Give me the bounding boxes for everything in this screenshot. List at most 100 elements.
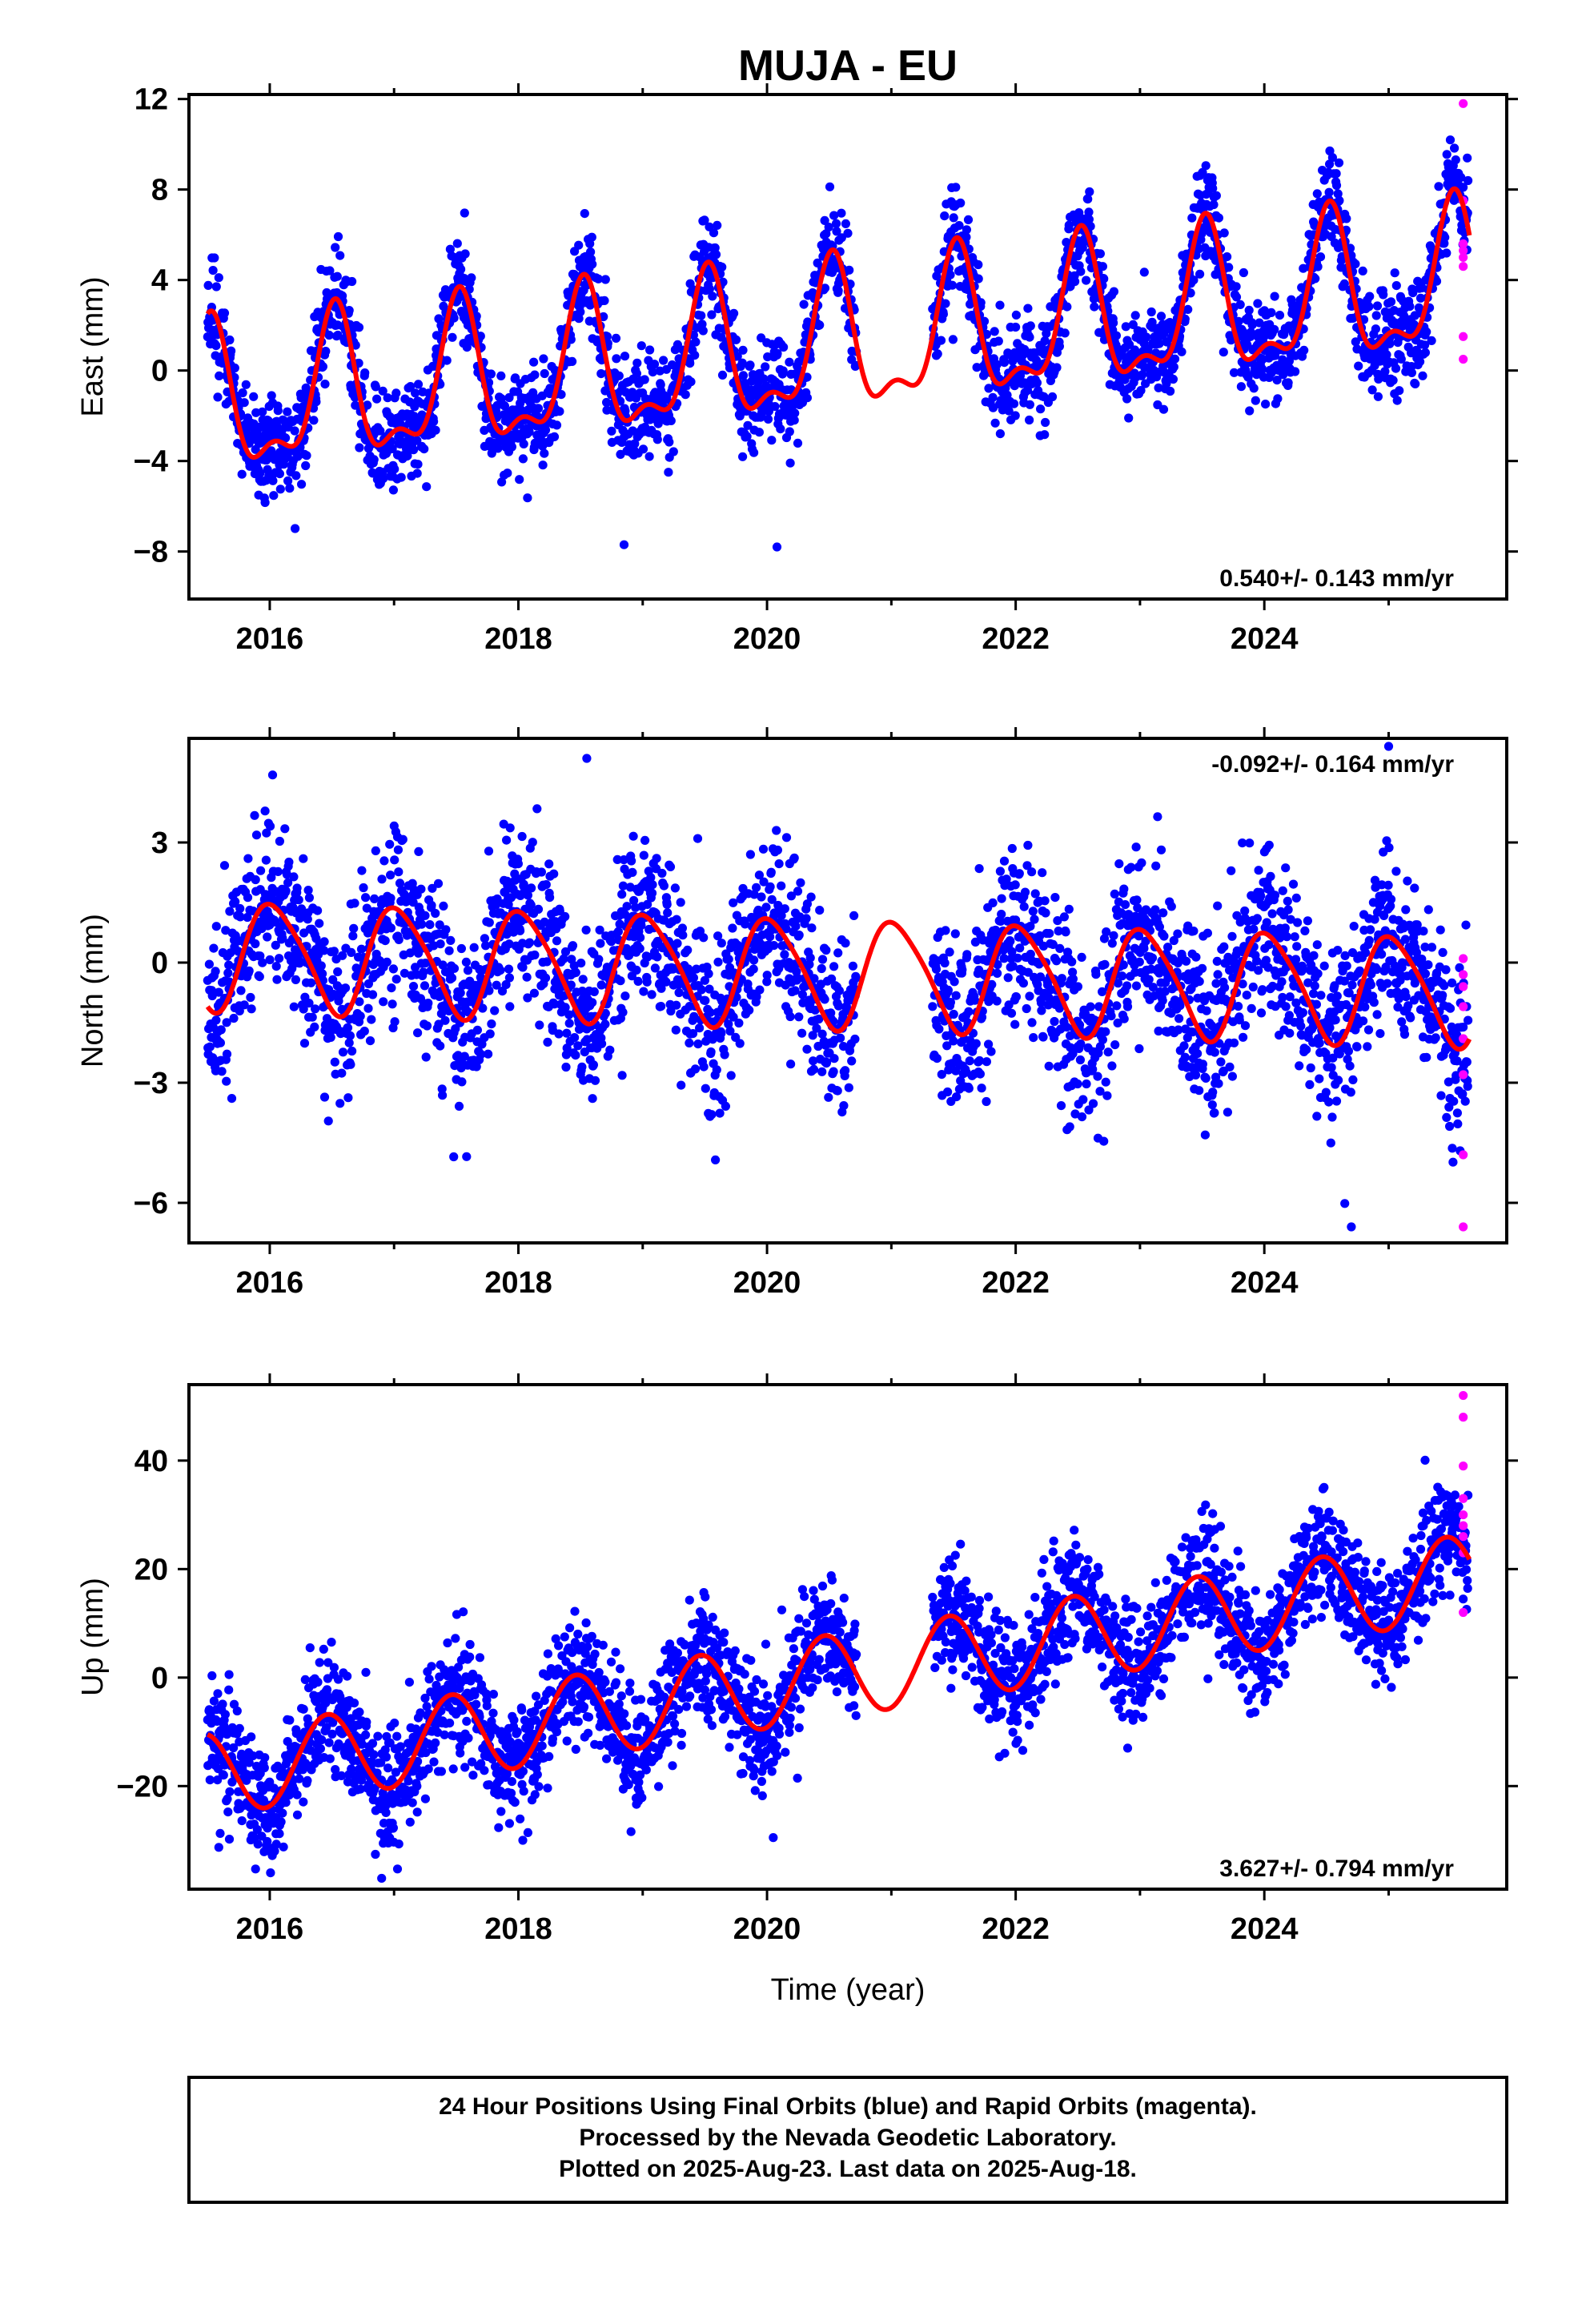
final-orbit-point	[1440, 232, 1450, 242]
final-orbit-point	[1267, 308, 1276, 317]
final-orbit-point	[369, 455, 379, 464]
final-orbit-point	[745, 360, 755, 370]
final-orbit-point	[215, 1038, 225, 1047]
final-orbit-point	[243, 893, 253, 903]
final-orbit-point	[586, 247, 596, 257]
final-orbit-point	[1420, 348, 1430, 357]
final-orbit-point	[1351, 259, 1360, 269]
final-orbit-point	[241, 426, 251, 436]
final-orbit-point	[974, 274, 983, 283]
final-orbit-point	[461, 957, 472, 967]
final-orbit-point	[700, 215, 709, 225]
final-orbit-point	[496, 966, 505, 975]
final-orbit-point	[1139, 267, 1149, 277]
final-orbit-point	[1009, 399, 1019, 408]
final-orbit-point	[693, 1039, 703, 1049]
final-orbit-point	[283, 878, 293, 887]
final-orbit-point	[408, 445, 419, 455]
final-orbit-point	[843, 228, 853, 238]
final-orbit-point	[255, 468, 265, 478]
final-orbit-point	[406, 382, 416, 392]
final-orbit-point	[222, 1076, 231, 1086]
final-orbit-point	[618, 1007, 628, 1017]
final-orbit-point	[982, 1096, 991, 1107]
final-orbit-point	[1365, 292, 1375, 301]
final-orbit-point	[484, 1049, 493, 1059]
final-orbit-point	[737, 358, 747, 368]
final-orbit-point	[686, 377, 696, 387]
final-orbit-point	[1131, 842, 1141, 852]
final-orbit-point	[278, 933, 287, 943]
final-orbit-point	[1099, 274, 1109, 283]
final-orbit-point	[780, 950, 789, 959]
final-orbit-point	[540, 425, 551, 435]
final-orbit-point	[346, 1059, 355, 1069]
final-orbit-point	[1229, 368, 1239, 377]
final-orbit-point	[963, 215, 974, 224]
final-orbit-point	[1095, 249, 1105, 259]
final-orbit-point	[1084, 207, 1094, 217]
final-orbit-point	[648, 880, 657, 890]
final-orbit-point	[1270, 292, 1279, 301]
final-orbit-point	[1124, 413, 1134, 423]
final-orbit-point	[1239, 267, 1248, 278]
final-orbit-point	[726, 1071, 736, 1080]
final-orbit-point	[311, 1004, 320, 1014]
final-orbit-point	[1007, 843, 1017, 854]
final-orbit-point	[535, 1020, 544, 1030]
final-orbit-point	[1061, 927, 1070, 937]
final-orbit-point	[1327, 153, 1337, 163]
final-orbit-point	[502, 930, 512, 939]
final-orbit-point	[665, 437, 674, 447]
final-orbit-point	[540, 973, 551, 983]
final-orbit-point	[665, 862, 676, 871]
final-orbit-point	[1010, 1019, 1020, 1029]
final-orbit-point	[236, 986, 246, 995]
final-orbit-point	[413, 1028, 423, 1038]
final-orbit-point	[697, 985, 706, 995]
final-orbit-point	[460, 1051, 469, 1061]
final-orbit-point	[1122, 981, 1132, 991]
final-orbit-point	[208, 266, 218, 275]
final-orbit-point	[1029, 1033, 1038, 1043]
final-orbit-point	[249, 392, 259, 401]
final-orbit-point	[715, 1108, 725, 1118]
final-orbit-point	[617, 1071, 627, 1080]
final-orbit-point	[318, 969, 327, 979]
final-orbit-point	[244, 966, 254, 975]
final-orbit-point	[395, 879, 405, 888]
final-orbit-point	[707, 310, 717, 320]
final-orbit-point	[990, 327, 999, 336]
final-orbit-point	[761, 903, 771, 912]
final-orbit-point	[1122, 1002, 1133, 1011]
final-orbit-point	[273, 866, 283, 876]
final-orbit-point	[564, 1010, 574, 1019]
final-orbit-point	[834, 986, 844, 995]
final-orbit-point	[1056, 1101, 1066, 1111]
final-orbit-point	[338, 951, 347, 960]
final-orbit-point	[734, 1018, 744, 1028]
final-orbit-point	[717, 370, 728, 380]
final-orbit-point	[1411, 379, 1420, 388]
final-orbit-point	[670, 883, 681, 893]
final-orbit-point	[662, 899, 672, 909]
final-orbit-point	[587, 232, 596, 242]
final-orbit-points	[203, 742, 1473, 1232]
final-orbit-point	[749, 448, 759, 457]
final-orbit-point	[467, 273, 476, 283]
final-orbit-point	[422, 1021, 432, 1031]
final-orbit-point	[685, 359, 695, 368]
final-orbit-point	[1010, 880, 1020, 890]
final-orbit-point	[420, 981, 430, 991]
final-orbit-point	[299, 854, 308, 863]
final-orbit-point	[492, 894, 502, 904]
rapid-orbit-point	[1459, 332, 1468, 341]
final-orbit-point	[1219, 348, 1228, 357]
final-orbit-point	[954, 221, 964, 231]
final-orbit-point	[1111, 331, 1121, 340]
final-orbit-point	[1231, 282, 1241, 292]
final-orbit-point	[947, 280, 958, 290]
final-orbit-point	[837, 208, 846, 218]
final-orbit-point	[543, 1037, 552, 1047]
final-orbit-point	[361, 893, 371, 903]
